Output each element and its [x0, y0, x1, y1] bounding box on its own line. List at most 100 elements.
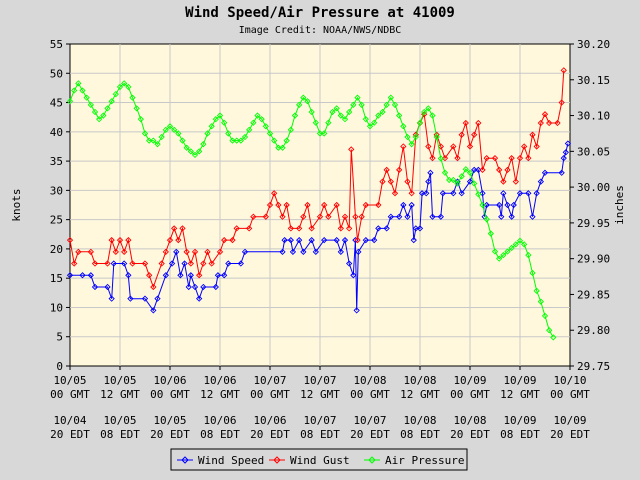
series-point — [79, 87, 86, 94]
y-tick-right-label: 29.80 — [577, 324, 610, 337]
series-point — [262, 123, 269, 130]
series-point — [537, 298, 544, 305]
series-point — [316, 213, 324, 220]
x-tick-label: 10/05 — [103, 414, 136, 427]
series-point — [179, 137, 186, 144]
series-point — [383, 166, 390, 174]
series-point — [391, 190, 399, 197]
series-point — [441, 155, 449, 162]
series-point — [560, 67, 567, 74]
series-point — [400, 201, 407, 209]
series-point — [516, 190, 524, 197]
series-point — [362, 236, 369, 244]
series-point — [87, 248, 94, 255]
series-point — [308, 236, 315, 244]
x-tick-label: 10/07 — [303, 374, 336, 387]
series-point — [158, 260, 165, 267]
x-tick-label: 10/05 — [103, 374, 136, 387]
series-point — [491, 248, 499, 255]
series-point — [166, 236, 174, 244]
series-point — [379, 178, 386, 185]
series-point — [146, 137, 153, 144]
series-point — [546, 327, 553, 334]
series-point — [185, 283, 192, 291]
y-tick-left-label: 25 — [50, 214, 63, 227]
series-point — [425, 105, 432, 112]
series-point — [429, 155, 436, 162]
series-point — [564, 140, 572, 147]
series-group — [66, 67, 572, 341]
y-axis-right: 29.75 29.80 29.85 29.90 29.95 30.00 30.05 30.10… — [570, 38, 610, 373]
series-point — [79, 272, 86, 279]
series-point — [412, 133, 419, 141]
series-point — [354, 236, 361, 244]
x-tick-label: 10/05 — [153, 414, 186, 427]
x-tick-label: 10/06 — [253, 414, 286, 427]
series-point — [171, 225, 178, 232]
x-tick-label: 20 EDT — [150, 428, 190, 441]
series-point — [529, 213, 536, 220]
series-point — [521, 143, 528, 150]
x-tick-label: 12 GMT — [500, 388, 540, 401]
series-point — [296, 236, 303, 244]
x-tick-label: 20 EDT — [350, 428, 390, 441]
series-point — [116, 83, 124, 91]
series-point — [439, 190, 447, 197]
x-tick-label: 10/08 — [403, 414, 436, 427]
series-point — [125, 272, 132, 279]
series-point — [183, 144, 190, 151]
series-point — [391, 101, 399, 108]
series-point — [387, 213, 394, 220]
series-point — [541, 312, 549, 320]
series-point — [371, 119, 378, 126]
series-point — [412, 225, 419, 232]
series-point — [466, 169, 474, 176]
series-point — [352, 213, 359, 220]
series-point — [366, 123, 374, 130]
series-point — [433, 133, 440, 141]
series-point — [479, 190, 486, 197]
series-point — [127, 295, 134, 302]
series-point — [350, 272, 357, 279]
series-point — [458, 173, 465, 180]
x-tick-label: 00 GMT — [150, 388, 190, 401]
series-point — [146, 272, 153, 279]
series-point — [333, 201, 340, 209]
series-point — [91, 283, 99, 291]
series-point — [191, 248, 199, 255]
series-point — [168, 260, 176, 267]
series-point — [337, 248, 344, 255]
series-point — [250, 119, 257, 126]
series-point — [533, 190, 540, 197]
series-point — [162, 248, 169, 255]
y-tick-right-label: 29.90 — [577, 253, 610, 266]
x-tick-label: 10/07 — [303, 414, 336, 427]
series-point — [200, 283, 207, 291]
legend-swatch-marker — [368, 456, 376, 464]
series-point — [541, 169, 549, 176]
series-point — [533, 143, 540, 150]
x-tick-label: 10/06 — [203, 374, 236, 387]
series-point — [196, 295, 203, 302]
series-point — [133, 105, 140, 112]
series-point — [525, 155, 532, 162]
series-point — [100, 112, 107, 119]
series-point — [350, 101, 357, 108]
series-point — [121, 80, 128, 87]
series-point — [110, 260, 117, 267]
series-point — [141, 260, 149, 267]
series-point — [504, 201, 511, 209]
x-tick-label: 20 EDT — [50, 428, 90, 441]
series-point — [275, 201, 282, 209]
series-point — [296, 101, 303, 108]
series-point — [475, 166, 482, 174]
series-point — [462, 166, 469, 173]
series-point — [387, 94, 394, 101]
series-point — [216, 112, 224, 119]
legend: Wind Speed Wind Gust Air Pressure — [170, 448, 468, 471]
series-point — [214, 272, 222, 279]
series-point — [466, 143, 474, 150]
series-point — [321, 201, 328, 209]
series-point — [341, 236, 349, 244]
series-point — [225, 130, 232, 137]
